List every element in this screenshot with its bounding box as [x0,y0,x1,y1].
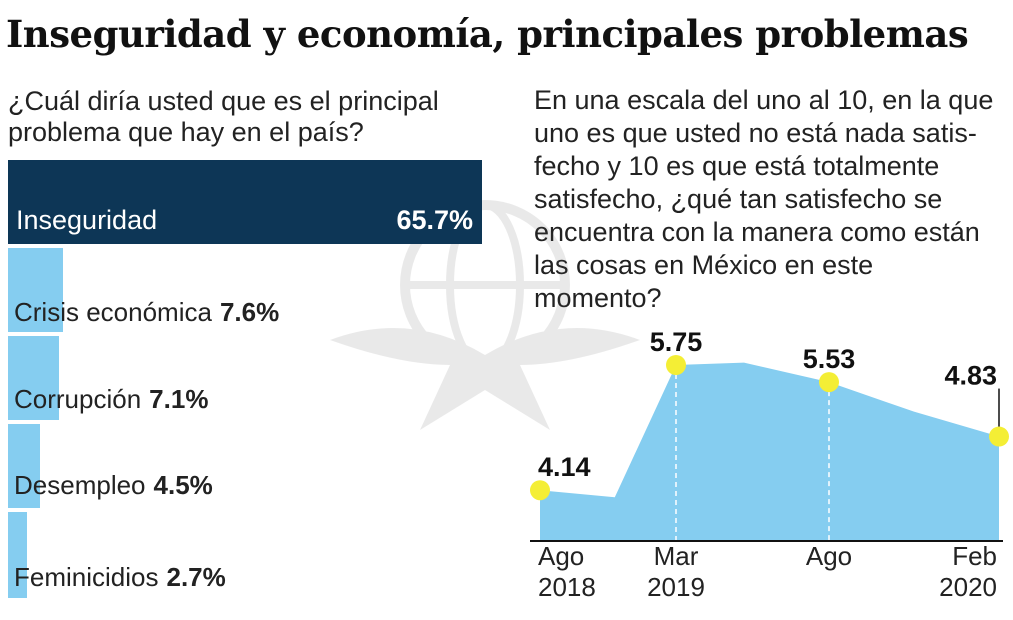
bar-value-desempleo: 4.5% [153,470,213,500]
data-point-marker [819,372,839,393]
data-label: 5.53 [803,344,856,374]
question-left: ¿Cuál diría usted que es el principal pr… [8,86,439,147]
data-point-marker [989,426,1009,447]
bar-inseguridad [8,160,482,244]
bar-label-inseguridad: Inseguridad [16,205,158,235]
bar-value-inseguridad: 65.7% [396,205,473,235]
bar-corrupcion [8,336,60,420]
x-tick-label: Feb [952,541,997,571]
bar-label-feminicidios: Feminicidios 2.7% [14,562,226,592]
area-fill [540,362,999,540]
data-label: 5.75 [650,327,703,357]
x-tick-label: Ago [806,541,852,571]
x-tick-label: Ago [538,541,584,571]
data-point-marker [530,480,550,501]
data-label: 4.83 [944,361,997,391]
x-tick-year: 2020 [939,572,997,602]
data-label: 4.14 [538,452,591,482]
bar-feminicidios [8,512,28,598]
chart-title: Inseguridad y economía, principales prob… [6,12,969,56]
eagle-watermark-icon [330,200,640,430]
bar-label-desempleo: Desempleo 4.5% [14,470,213,500]
x-tick-label: Mar [654,541,699,571]
bar-crisis-economica [8,248,63,332]
bar-label-corrupcion: Corrupción 7.1% [14,384,209,414]
x-tick-year: 2019 [647,572,705,602]
bar-value-feminicidios: 2.7% [166,562,226,592]
bar-label-crisis-economica: Crisis económica 7.6% [14,297,280,327]
bar-desempleo [8,424,41,508]
x-tick-year: 2018 [538,572,596,602]
bar-value-corrupcion: 7.1% [149,384,209,414]
data-point-marker [666,355,686,375]
bar-value-crisis-economica: 7.6% [219,297,280,327]
question-right: En una escala del uno al 10, en la que u… [534,85,994,313]
